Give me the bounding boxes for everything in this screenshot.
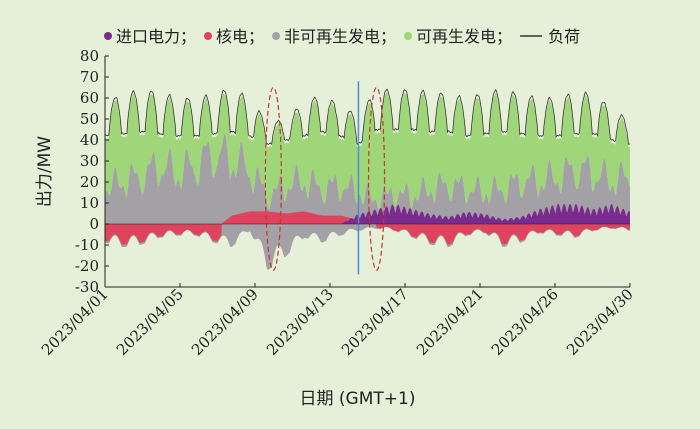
legend-label-load: 负荷 bbox=[548, 27, 580, 46]
x-tick-label: 2023/04/01 bbox=[38, 285, 112, 359]
x-tick-label: 2023/04/26 bbox=[488, 285, 562, 359]
legend-label-import: 进口电力； bbox=[116, 27, 196, 46]
legend-label-nuclear: 核电； bbox=[216, 27, 264, 46]
y-tick-label: 0 bbox=[89, 215, 99, 233]
legend-marker-nuclear bbox=[204, 32, 213, 40]
x-tick-label: 2023/04/17 bbox=[338, 285, 412, 359]
annotations bbox=[264, 81, 386, 275]
legend-marker-renew bbox=[404, 32, 413, 40]
y-tick-label: 30 bbox=[80, 152, 99, 170]
y-tick-label: -20 bbox=[75, 257, 99, 275]
stacked-areas bbox=[104, 88, 630, 271]
y-tick-label: 80 bbox=[80, 47, 99, 65]
legend-label-renew: 可再生发电； bbox=[416, 27, 512, 46]
y-axis-title: 出力/MW bbox=[35, 136, 55, 207]
area-renewable bbox=[105, 92, 630, 212]
legend-label-nonrenew: 非可再生发电； bbox=[284, 27, 396, 46]
x-tick-label: 2023/04/09 bbox=[188, 285, 262, 359]
y-tick-label: 20 bbox=[80, 173, 99, 191]
x-tick-label: 2023/04/30 bbox=[563, 285, 637, 359]
annotation-ellipse-0 bbox=[264, 86, 282, 271]
area-nuclear bbox=[105, 211, 630, 245]
y-tick-label: 70 bbox=[80, 68, 99, 86]
area-import bbox=[105, 203, 630, 224]
legend-marker-nonrenew bbox=[272, 32, 281, 40]
series-line-load bbox=[104, 88, 630, 146]
annotation-ellipse-1 bbox=[367, 86, 386, 271]
x-axis-title: 日期 (GMT+1) bbox=[300, 389, 416, 409]
x-tick-label: 2023/04/21 bbox=[413, 285, 487, 359]
y-tick-label: -10 bbox=[75, 236, 99, 254]
y-tick-label: 40 bbox=[80, 131, 99, 149]
y-tick-label: 50 bbox=[80, 110, 99, 128]
legend: 进口电力； 核电； 非可再生发电； 可再生发电； 负荷 bbox=[104, 27, 580, 46]
legend-marker-import bbox=[104, 32, 112, 40]
y-tick-label: -30 bbox=[75, 278, 99, 296]
x-tick-label: 2023/04/13 bbox=[263, 285, 337, 359]
y-tick-label: 60 bbox=[80, 89, 99, 107]
y-tick-label: 10 bbox=[80, 194, 99, 212]
x-tick-label: 2023/04/05 bbox=[113, 285, 187, 359]
